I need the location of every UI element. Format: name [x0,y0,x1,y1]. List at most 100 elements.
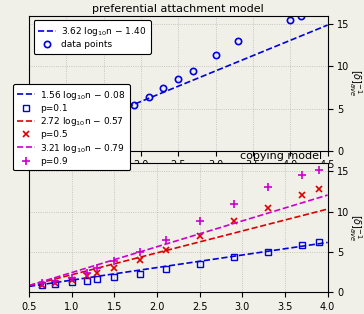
p=0.5 [266,206,270,209]
p=0.9 [112,260,116,263]
Legend: 1.56 log$_{10}$n − 0.08, p=0.1, 2.72 log$_{10}$n − 0.57, p=0.5, 3.21 log$_{10}$n: 1.56 log$_{10}$n − 0.08, p=0.1, 2.72 log… [13,84,130,171]
Text: copying model: copying model [240,151,322,161]
data points [116,111,121,115]
p=0.9 [70,276,74,279]
p=0.5 [317,187,321,191]
data points [236,39,240,43]
p=0.9 [232,202,236,205]
Line: 1.56 log$_{10}$n − 0.08: 1.56 log$_{10}$n − 0.08 [29,242,328,286]
p=0.9 [52,279,57,283]
Line: data points: data points [33,13,305,147]
p=0.9 [163,238,168,241]
2.72 log$_{10}$n − 0.57 [300,214,304,218]
p=0.1 [266,250,270,254]
3.21 log$_{10}$n − 0.79 [27,284,31,287]
p=0.1 [52,282,57,286]
2.72 log$_{10}$n − 0.57 [82,269,87,273]
3.62 log$_{10}$n − 1.40 [325,23,330,27]
p=0.5 [300,193,304,197]
p=0.9 [300,173,304,177]
data points [213,53,218,57]
p=0.1 [112,275,116,279]
p=0.1 [40,283,44,287]
3.21 log$_{10}$n − 0.79 [310,198,315,202]
3.21 log$_{10}$n − 0.79 [325,193,330,197]
p=0.9 [317,168,321,171]
data points [42,139,46,143]
3.21 log$_{10}$n − 0.79 [106,259,111,263]
data points [75,128,80,132]
3.62 log$_{10}$n − 1.40 [82,123,87,127]
1.56 log$_{10}$n − 0.08 [106,273,111,277]
p=0.1 [317,240,321,244]
Line: p=0.5: p=0.5 [39,186,323,288]
3.62 log$_{10}$n − 1.40 [45,138,49,142]
data points [146,95,151,99]
p=0.1 [70,280,74,284]
X-axis label: log$_{10}$(n): log$_{10}$(n) [159,176,198,190]
p=0.5 [40,283,44,287]
p=0.5 [163,248,168,252]
3.62 log$_{10}$n − 1.40 [27,145,31,149]
3.21 log$_{10}$n − 0.79 [39,280,43,284]
data points [161,86,166,90]
p=0.5 [95,271,99,274]
Y-axis label: [$\delta$]$^{-1}_{ave}$: [$\delta$]$^{-1}_{ave}$ [347,214,364,241]
data points [34,142,39,146]
1.56 log$_{10}$n − 0.08 [310,243,315,246]
1.56 log$_{10}$n − 0.08 [39,283,43,286]
data points [191,69,195,73]
p=0.5 [112,266,116,270]
data points [299,14,304,18]
p=0.9 [85,271,89,274]
Line: p=0.9: p=0.9 [38,165,323,287]
3.21 log$_{10}$n − 0.79 [82,267,87,271]
p=0.9 [95,266,99,270]
3.21 log$_{10}$n − 0.79 [45,278,49,282]
2.72 log$_{10}$n − 0.57 [325,207,330,211]
1.56 log$_{10}$n − 0.08 [325,241,330,244]
data points [87,124,91,128]
p=0.5 [85,274,89,278]
data points [131,103,136,107]
p=0.5 [232,219,236,223]
2.72 log$_{10}$n − 0.57 [310,211,315,215]
Title: preferential attachment model: preferential attachment model [92,3,264,14]
3.62 log$_{10}$n − 1.40 [300,34,304,37]
2.72 log$_{10}$n − 0.57 [45,279,49,283]
p=0.5 [70,278,74,282]
p=0.9 [266,186,270,189]
p=0.9 [198,219,202,223]
1.56 log$_{10}$n − 0.08 [82,276,87,280]
p=0.5 [198,234,202,238]
2.72 log$_{10}$n − 0.57 [27,284,31,288]
p=0.1 [198,262,202,266]
1.56 log$_{10}$n − 0.08 [300,244,304,248]
3.62 log$_{10}$n − 1.40 [310,29,315,33]
1.56 log$_{10}$n − 0.08 [27,284,31,288]
Line: 3.62 log$_{10}$n − 1.40: 3.62 log$_{10}$n − 1.40 [29,25,328,147]
p=0.5 [138,258,142,262]
2.72 log$_{10}$n − 0.57 [106,263,111,267]
Line: 2.72 log$_{10}$n − 0.57: 2.72 log$_{10}$n − 0.57 [29,209,328,286]
data points [64,133,68,137]
2.72 log$_{10}$n − 0.57 [39,281,43,284]
p=0.9 [40,281,44,285]
p=0.1 [85,279,89,283]
p=0.9 [138,250,142,254]
3.21 log$_{10}$n − 0.79 [300,201,304,205]
p=0.1 [163,268,168,271]
3.62 log$_{10}$n − 1.40 [106,113,111,116]
p=0.1 [300,243,304,246]
data points [53,136,58,140]
p=0.1 [232,256,236,259]
p=0.1 [138,272,142,275]
p=0.1 [95,277,99,281]
Legend: 3.62 log$_{10}$n − 1.40, data points: 3.62 log$_{10}$n − 1.40, data points [33,20,151,54]
Line: 3.21 log$_{10}$n − 0.79: 3.21 log$_{10}$n − 0.79 [29,195,328,285]
data points [102,118,106,122]
1.56 log$_{10}$n − 0.08 [45,282,49,286]
3.62 log$_{10}$n − 1.40 [39,140,43,144]
data points [176,77,181,81]
Y-axis label: [$\delta$]$^{-1}_{ave}$: [$\delta$]$^{-1}_{ave}$ [347,69,364,97]
